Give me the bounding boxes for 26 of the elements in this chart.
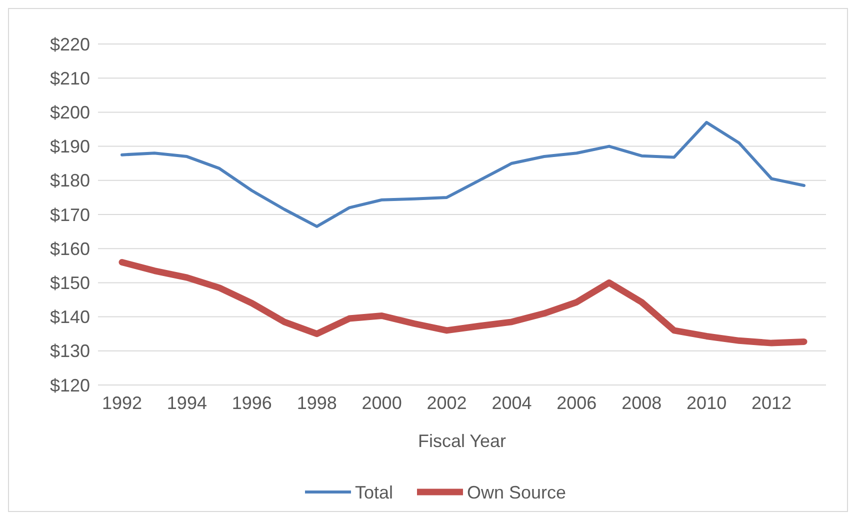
x-tick-label: 2000 <box>362 393 402 413</box>
x-tick-label: 1996 <box>232 393 272 413</box>
x-tick-label: 1998 <box>296 393 337 413</box>
y-tick-label: $190 <box>50 136 90 157</box>
x-tick-label: 1994 <box>166 393 207 413</box>
x-tick-label: 1992 <box>102 393 142 413</box>
y-tick-label: $140 <box>50 307 90 328</box>
x-tick-label: 2002 <box>426 393 467 413</box>
y-tick-label: $120 <box>50 375 90 396</box>
legend-label: Total <box>355 482 394 502</box>
y-tick-label: $200 <box>50 102 90 122</box>
y-tick-label: $180 <box>50 170 90 191</box>
y-tick-label: $210 <box>50 68 90 88</box>
x-tick-label: 2008 <box>622 393 662 413</box>
legend-label: Own Source <box>467 482 566 502</box>
x-axis-title: Fiscal Year <box>418 431 506 451</box>
y-tick-label: $150 <box>50 273 90 293</box>
y-tick-label: $130 <box>50 341 90 362</box>
x-tick-label: 2006 <box>556 393 597 413</box>
x-tick-label: 2010 <box>686 393 727 413</box>
y-tick-label: $170 <box>50 204 90 225</box>
x-tick-label: 2004 <box>492 393 532 413</box>
line-series <box>120 120 806 228</box>
y-tick-label: $160 <box>50 238 90 259</box>
x-tick-label: 2012 <box>752 393 792 413</box>
y-tick-label: $220 <box>50 34 90 54</box>
